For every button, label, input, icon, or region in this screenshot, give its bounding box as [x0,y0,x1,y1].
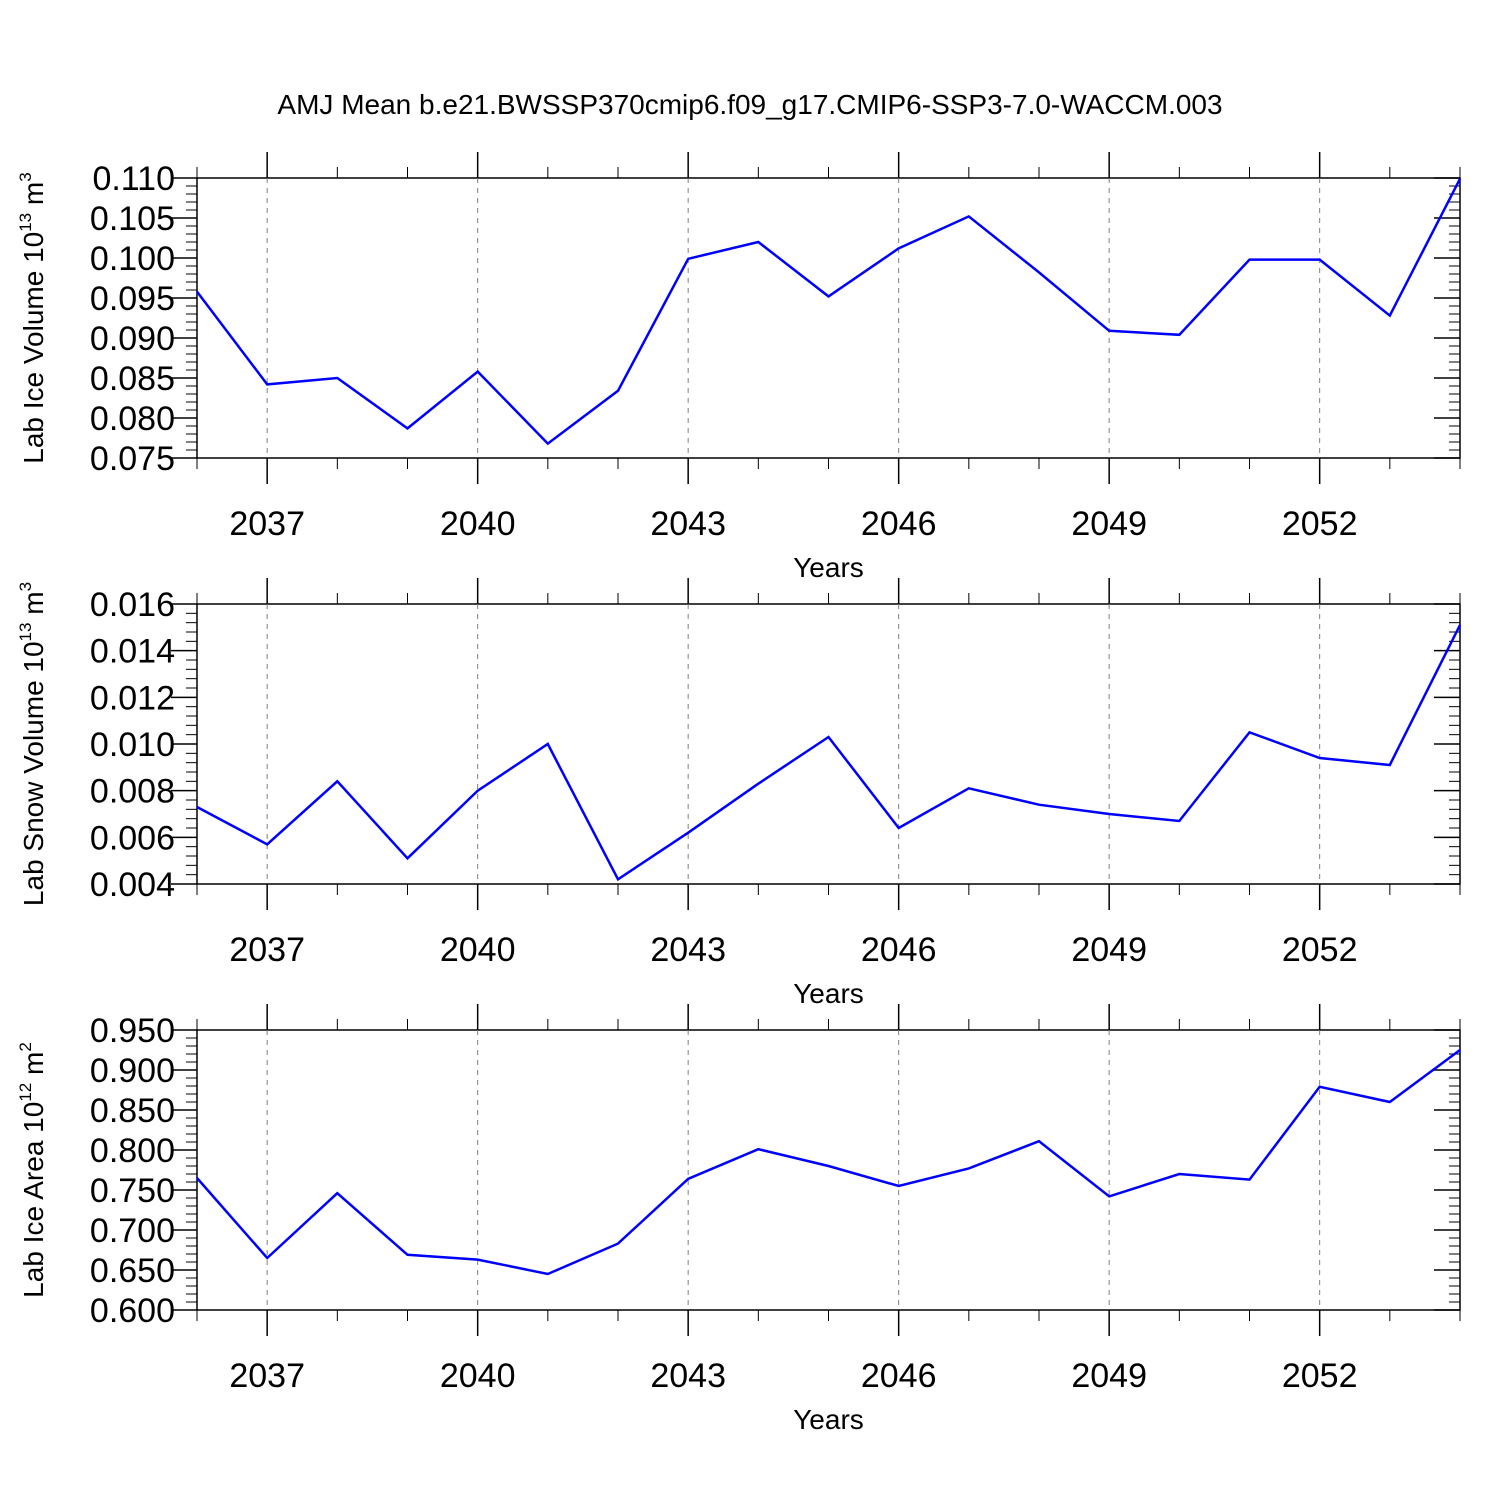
x-tick-label: 2043 [650,505,726,543]
x-tick-label: 2049 [1071,1357,1147,1395]
series-line [196,178,1462,446]
y-tick-label: 0.004 [90,866,175,904]
y-tick-label: 0.950 [90,1012,175,1050]
x-tick-label: 2049 [1071,931,1147,969]
y-tick-label: 0.012 [90,679,175,717]
x-tick-label: 2037 [229,931,305,969]
y-axis-label: Lab Snow Volume 1013 m3 [16,582,49,906]
x-tick-label: 2052 [1282,505,1358,543]
x-tick-label: 2037 [229,1357,305,1395]
plot-frame [196,603,1461,885]
y-tick-label: 0.700 [90,1212,175,1250]
figure-title: AMJ Mean b.e21.BWSSP370cmip6.f09_g17.CMI… [277,89,1222,120]
y-tick-label: 0.010 [90,726,175,764]
y-tick-label: 0.085 [90,360,175,398]
plot-frame [196,1029,1461,1311]
series-line [196,1048,1461,1276]
y-tick-label: 0.006 [90,819,175,857]
y-tick-label: 0.900 [90,1052,175,1090]
panels: 2037 2040 2043 2046 2049 20520.0750.0800.0850… [16,152,1462,1435]
chart-panel-2: 2037 2040 2043 2046 2049 2052 0.004 0.006 0.008 0… [16,578,1462,1009]
chart-panel-1: 2037 2040 2043 2046 2049 20520.0750.0800.0850… [16,152,1462,583]
y-tick-label: 0.100 [90,240,175,278]
y-tick-label: 0.750 [90,1172,175,1210]
x-tick-label: 2049 [1071,505,1147,543]
x-tick-label: 2046 [861,505,937,543]
y-tick-label: 0.016 [90,586,175,624]
y-tick-label: 0.008 [90,773,175,811]
chart-panel-3: 2037 2040 2043 2046 2049 20520.6000.6500.7000… [16,1004,1461,1435]
x-axis-label: Years [793,552,864,583]
x-tick-label: 2043 [650,1357,726,1395]
y-tick-label: 0.850 [90,1092,175,1130]
series-line [196,624,1462,882]
x-axis-label: Years [793,978,864,1009]
x-tick-label: 2040 [440,931,516,969]
y-tick-label: 0.105 [90,200,175,238]
y-axis-label: Lab Ice Area 1012 m2 [16,1042,49,1298]
x-tick-label: 2040 [440,1357,516,1395]
y-tick-label: 0.090 [90,320,175,358]
y-tick-label: 0.110 [92,160,175,198]
y-axis-label: Lab Ice Volume 1013 m3 [16,172,49,463]
y-tick-label: 0.800 [90,1132,175,1170]
x-tick-label: 2052 [1282,1357,1358,1395]
y-tick-label: 0.095 [90,280,175,318]
y-tick-label: 0.600 [90,1292,175,1330]
x-tick-label: 2046 [861,1357,937,1395]
y-tick-label: 0.080 [90,400,175,438]
plot-frame [196,177,1461,459]
x-tick-label: 2037 [229,505,305,543]
y-tick-label: 0.014 [90,633,175,671]
x-tick-label: 2043 [650,931,726,969]
x-axis-label: Years [793,1404,864,1435]
x-tick-label: 2052 [1282,931,1358,969]
y-tick-label: 0.650 [90,1252,175,1290]
x-tick-label: 2046 [861,931,937,969]
y-tick-label: 0.075 [90,440,175,478]
x-tick-label: 2040 [440,505,516,543]
